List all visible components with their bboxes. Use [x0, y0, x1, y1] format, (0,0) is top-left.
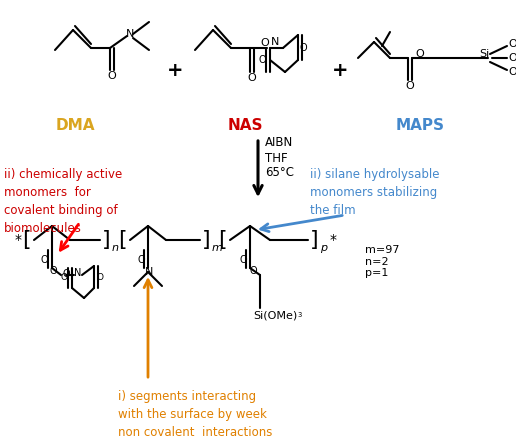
Text: i) segments interacting
with the surface by week
non covalent  interactions: i) segments interacting with the surface…	[118, 390, 272, 439]
Text: O: O	[415, 49, 424, 59]
Text: O: O	[248, 73, 256, 83]
Text: [: [	[118, 230, 126, 250]
Text: m: m	[212, 243, 223, 253]
Text: O: O	[40, 255, 48, 265]
Text: O: O	[299, 43, 307, 53]
Text: N: N	[145, 267, 153, 277]
Text: ]: ]	[310, 230, 318, 250]
Text: O: O	[62, 269, 70, 279]
Text: *: *	[330, 233, 336, 247]
Text: n: n	[112, 243, 119, 253]
Text: *: *	[14, 233, 22, 247]
Text: O: O	[249, 266, 257, 276]
Text: ]: ]	[202, 230, 211, 250]
Text: DMA: DMA	[55, 117, 95, 133]
Text: $_3$: $_3$	[297, 310, 303, 320]
Text: [: [	[218, 230, 227, 250]
Text: N: N	[74, 268, 82, 278]
Text: O: O	[108, 71, 117, 81]
Text: N: N	[126, 29, 134, 39]
Text: O: O	[261, 38, 269, 48]
Text: p: p	[320, 243, 327, 253]
Text: NAS: NAS	[227, 117, 263, 133]
Text: O: O	[137, 255, 145, 265]
Text: ]: ]	[102, 230, 110, 250]
Text: O: O	[258, 55, 266, 65]
Text: O: O	[49, 266, 57, 276]
Text: Si(OMe): Si(OMe)	[253, 310, 297, 320]
Text: N: N	[271, 37, 279, 47]
Text: O: O	[96, 273, 104, 283]
Text: O: O	[60, 273, 68, 283]
Text: O: O	[239, 255, 247, 265]
Text: +: +	[332, 60, 348, 79]
Text: OMe: OMe	[508, 53, 516, 63]
Text: m=97
n=2
p=1: m=97 n=2 p=1	[365, 245, 399, 278]
Text: Si: Si	[479, 49, 489, 59]
Text: MAPS: MAPS	[395, 117, 444, 133]
Text: [: [	[22, 230, 30, 250]
Text: OMe: OMe	[508, 39, 516, 49]
Text: AIBN
THF
65°C: AIBN THF 65°C	[265, 137, 294, 180]
Text: OMe: OMe	[508, 67, 516, 77]
Text: O: O	[406, 81, 414, 91]
Text: ii) silane hydrolysable
monomers stabilizing
the film: ii) silane hydrolysable monomers stabili…	[310, 168, 440, 217]
Text: ii) chemically active
monomers  for
covalent binding of
biomolecules: ii) chemically active monomers for coval…	[4, 168, 122, 235]
Text: +: +	[167, 60, 183, 79]
